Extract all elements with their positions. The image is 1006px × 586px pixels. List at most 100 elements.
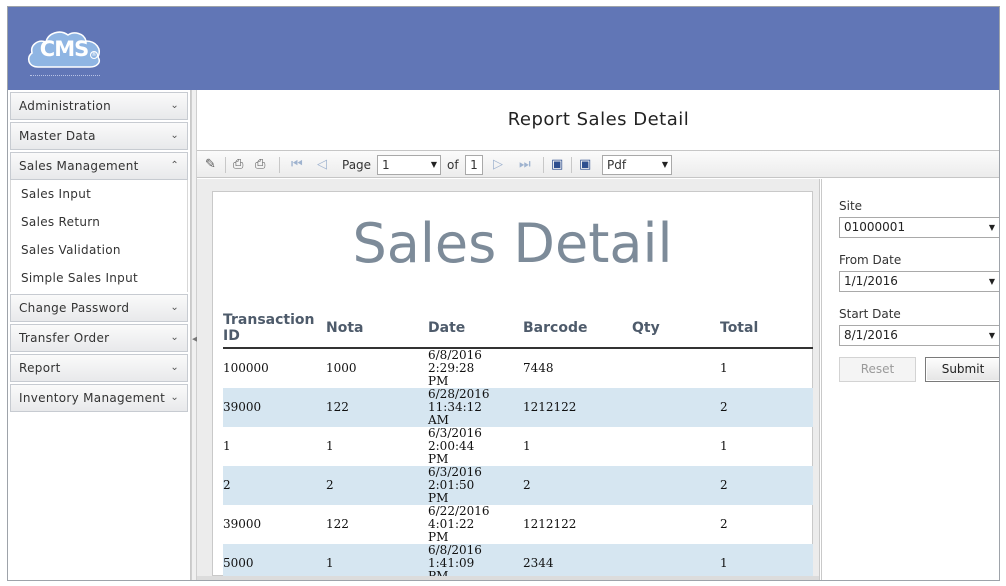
table-row: 100000 1000 6/8/2016 2:29:28 PM 7448 1 <box>223 348 813 388</box>
cell-qty <box>632 544 720 580</box>
sidebar-item-master-data[interactable]: Master Data ⌄ <box>10 122 188 150</box>
refresh-icon[interactable]: ✎ <box>205 157 216 172</box>
cell-nota: 1 <box>326 544 428 580</box>
submit-button[interactable]: Submit <box>925 357 999 382</box>
export-format-select[interactable]: Pdf ▼ <box>602 155 672 175</box>
table-header-row: Transaction ID Nota Date Barcode Qty Tot… <box>223 310 813 349</box>
page-total: 1 <box>465 155 483 175</box>
print-setup-icon[interactable]: ⎙ <box>255 157 266 172</box>
cell-barcode: 1 <box>523 439 531 453</box>
export-format-value: Pdf <box>607 158 627 172</box>
app-header: CMS ® <box>8 7 999 90</box>
first-page-icon[interactable]: ⏮ <box>291 157 303 172</box>
column-header: Date <box>428 310 523 349</box>
sidebar-item-label: Change Password <box>19 301 130 315</box>
cell-barcode: 1212122 <box>523 388 632 427</box>
sidebar-subitem-sales-input[interactable]: Sales Input <box>21 187 92 201</box>
start-date-label: Start Date <box>839 307 901 321</box>
next-page-icon[interactable]: ▷ <box>493 157 503 172</box>
last-page-icon[interactable]: ⏭ <box>519 157 531 172</box>
report-toolbar: ✎ ⎙ ⎙ ⏮ ◁ Page 1 ▼ of 1 ▷ ⏭ ▣ ▣ Pdf ▼ <box>197 150 999 178</box>
sales-management-submenu: Sales Input Sales Return Sales Validatio… <box>10 180 188 292</box>
from-date-select[interactable]: 1/1/2016 ▼ <box>839 271 999 292</box>
chevron-up-icon: ⌃ <box>170 160 179 171</box>
cell-total: 1 <box>720 361 728 375</box>
export-icon[interactable]: ▣ <box>579 157 592 172</box>
sidebar-item-label: Report <box>19 361 61 375</box>
cell-transaction-id: 1 <box>223 439 231 453</box>
sidebar-item-label: Transfer Order <box>19 331 110 345</box>
start-date-value: 8/1/2016 <box>844 328 898 342</box>
horizontal-scrollbar[interactable] <box>197 576 819 580</box>
of-label: of <box>447 158 459 172</box>
cell-transaction-id: 39000 <box>223 388 326 427</box>
cell-qty <box>632 348 720 388</box>
cell-total: 2 <box>720 466 813 505</box>
page-number-select[interactable]: 1 ▼ <box>377 155 441 175</box>
column-header: Qty <box>632 310 720 349</box>
sidebar-item-change-password[interactable]: Change Password ⌄ <box>10 294 188 322</box>
cell-qty <box>632 427 720 466</box>
cell-date: 6/3/2016 2:01:50 PM <box>428 466 523 505</box>
cell-nota: 122 <box>326 517 349 531</box>
table-row: 1 1 6/3/2016 2:00:44 PM 1 1 <box>223 427 813 466</box>
sidebar-item-label: Inventory Management <box>19 391 166 405</box>
chevron-down-icon: ⌄ <box>170 130 179 141</box>
sales-detail-table: Transaction ID Nota Date Barcode Qty Tot… <box>223 310 813 580</box>
cell-nota: 1000 <box>326 361 357 375</box>
site-select[interactable]: 01000001 ▼ <box>839 217 999 238</box>
dropdown-arrow-icon: ▼ <box>988 331 995 340</box>
save-icon[interactable]: ▣ <box>551 157 564 172</box>
cell-total: 1 <box>720 439 728 453</box>
sidebar-subitem-sales-return[interactable]: Sales Return <box>21 215 101 229</box>
column-header: Transaction ID <box>223 310 326 349</box>
sidebar-item-report[interactable]: Report ⌄ <box>10 354 188 382</box>
toolbar-separator <box>225 157 226 173</box>
cell-transaction-id: 2 <box>223 466 326 505</box>
site-value: 01000001 <box>844 220 906 234</box>
toolbar-separator <box>571 157 572 173</box>
cell-nota: 1 <box>326 439 334 453</box>
chevron-down-icon: ⌄ <box>170 362 179 373</box>
start-date-select[interactable]: 8/1/2016 ▼ <box>839 325 999 346</box>
dropdown-arrow-icon: ▼ <box>988 223 995 232</box>
page-title: Report Sales Detail <box>507 109 690 130</box>
sidebar-item-sales-management[interactable]: Sales Management ⌃ <box>10 152 188 180</box>
cell-nota: 2 <box>326 466 428 505</box>
chevron-down-icon: ⌄ <box>170 302 179 313</box>
table-row: 2 2 6/3/2016 2:01:50 PM 2 2 <box>223 466 813 505</box>
registered-mark: ® <box>90 51 98 59</box>
cell-date: 6/8/2016 2:29:28 PM <box>428 348 482 388</box>
sidebar-item-label: Administration <box>19 99 112 113</box>
cms-logo[interactable]: CMS ® <box>24 25 104 77</box>
sidebar-subitem-simple-sales-input[interactable]: Simple Sales Input <box>21 271 139 285</box>
page-label: Page <box>342 158 372 172</box>
sidebar-subitem-sales-validation[interactable]: Sales Validation <box>21 243 121 257</box>
cell-qty <box>632 388 720 427</box>
cloud-logo-icon <box>27 31 101 68</box>
cell-total: 1 <box>720 544 813 580</box>
print-icon[interactable]: ⎙ <box>233 157 244 172</box>
cell-transaction-id: 39000 <box>223 517 262 531</box>
cell-date: 6/28/2016 11:34:12 AM <box>428 388 523 427</box>
report-viewer[interactable]: Sales Detail Transaction ID Nota Date Ba… <box>197 179 820 580</box>
chevron-down-icon: ⌄ <box>170 332 179 343</box>
logo-text: CMS <box>39 37 89 61</box>
dropdown-arrow-icon: ▼ <box>430 160 437 169</box>
app-window: CMS ® Administration ⌄ Master Data ⌄ Sal… <box>7 6 1000 581</box>
cell-total: 2 <box>720 388 813 427</box>
sidebar-menu: Administration ⌄ Master Data ⌄ Sales Man… <box>8 90 191 580</box>
column-header: Barcode <box>523 310 632 349</box>
sidebar-item-transfer-order[interactable]: Transfer Order ⌄ <box>10 324 188 352</box>
main-content: Report Sales Detail ✎ ⎙ ⎙ ⏮ ◁ Page 1 ▼ o… <box>197 90 999 580</box>
previous-page-icon[interactable]: ◁ <box>317 157 327 172</box>
page-number-value: 1 <box>382 158 390 172</box>
from-date-value: 1/1/2016 <box>844 274 898 288</box>
reset-button[interactable]: Reset <box>839 357 916 382</box>
collapse-arrow-icon[interactable]: ◀ <box>192 335 198 343</box>
cell-total: 2 <box>720 517 728 531</box>
sidebar-item-administration[interactable]: Administration ⌄ <box>10 92 188 120</box>
sidebar-item-inventory-management[interactable]: Inventory Management ⌄ <box>10 384 188 412</box>
parameter-panel: Site 01000001 ▼ From Date 1/1/2016 ▼ Sta… <box>821 179 999 580</box>
sidebar-splitter[interactable]: ◀ <box>191 90 198 580</box>
